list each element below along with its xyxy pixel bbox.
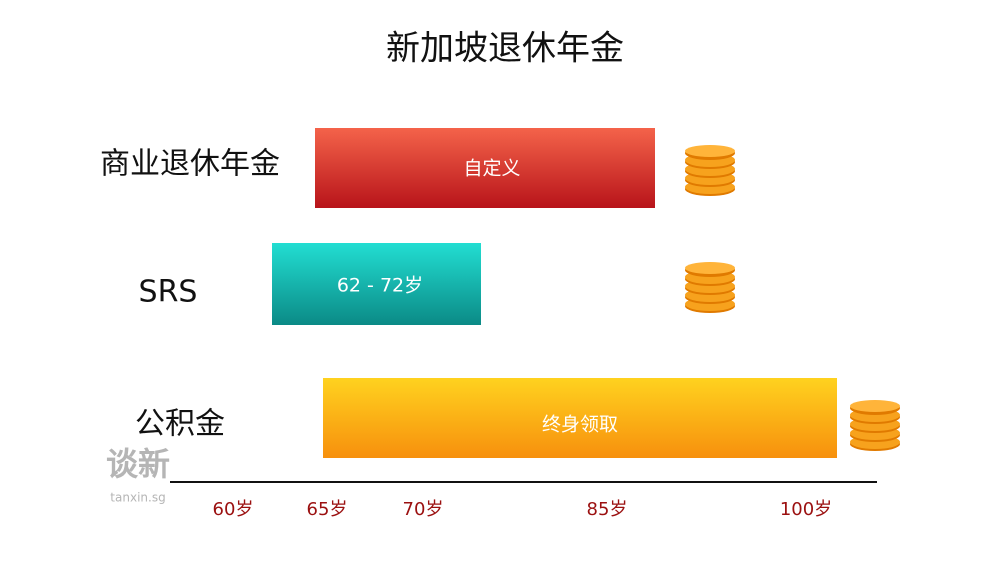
coins bbox=[685, 145, 735, 196]
bar-text: 终身领取 bbox=[542, 414, 618, 436]
axis-label: 70岁 bbox=[403, 499, 444, 520]
watermark-url: tanxin.sg bbox=[110, 491, 165, 505]
row-label: SRS bbox=[139, 275, 198, 310]
bar-text: 自定义 bbox=[463, 158, 520, 180]
bar bbox=[272, 243, 481, 325]
axis-label: 85岁 bbox=[587, 499, 628, 520]
bar bbox=[323, 378, 837, 458]
bar-text: 62 - 72岁 bbox=[337, 275, 423, 297]
axis-label: 100岁 bbox=[780, 499, 832, 520]
axis-label: 60岁 bbox=[213, 499, 254, 520]
title: 新加坡退休年金 bbox=[386, 29, 624, 69]
coins bbox=[685, 262, 735, 313]
coins bbox=[850, 400, 900, 451]
bar bbox=[315, 128, 655, 208]
row-label: 商业退休年金 bbox=[100, 147, 280, 182]
axis-label: 65岁 bbox=[307, 499, 348, 520]
row-label: 公积金 bbox=[135, 407, 225, 442]
watermark-logo: 谈新 bbox=[106, 445, 170, 483]
